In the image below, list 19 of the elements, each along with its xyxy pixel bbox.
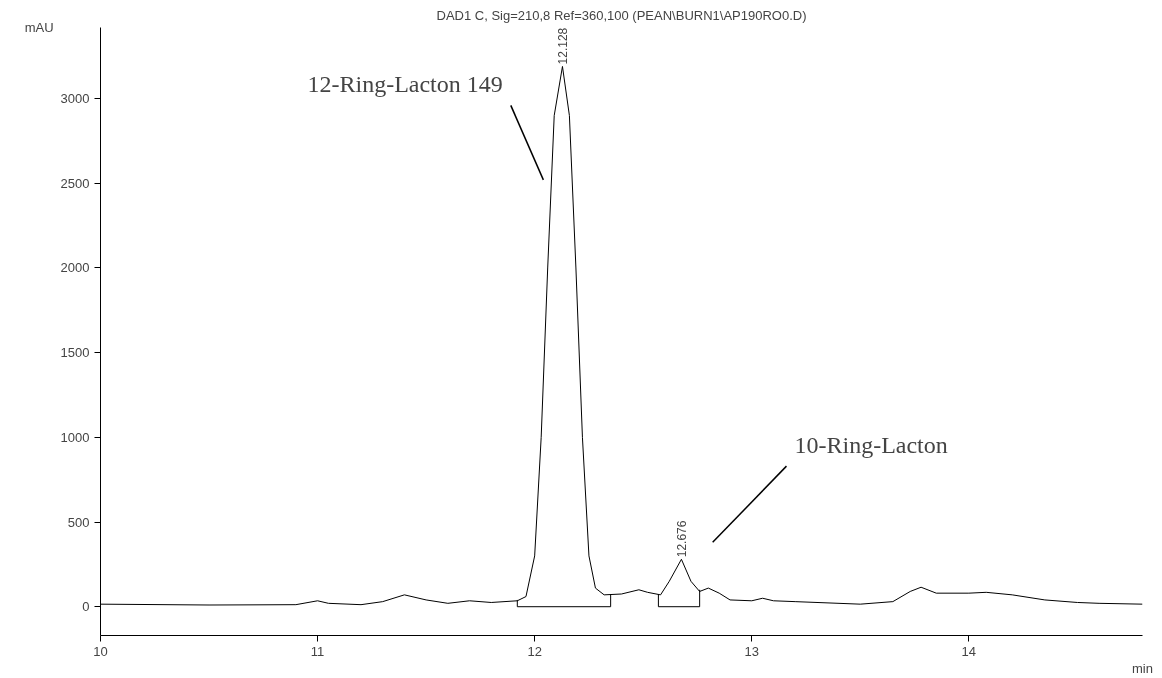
x-tick-label: 10 (93, 643, 108, 659)
x-tick-label: 12 (527, 643, 542, 659)
y-tick-label: 1000 (60, 429, 90, 445)
y-tick-label: 500 (67, 514, 90, 530)
annotation: 12.128 (555, 27, 570, 65)
x-tick-label: 13 (744, 643, 759, 659)
y-tick-label: 2000 (60, 260, 90, 276)
annotation: 12-Ring-Lacton 149 (307, 71, 503, 98)
y-tick-label: 2500 (60, 175, 90, 191)
x-tick-label: 14 (961, 643, 977, 659)
y-tick-label: 0 (82, 599, 90, 615)
y-tick-label: 3000 (60, 91, 90, 107)
chart-title: DAD1 C, Sig=210,8 Ref=360,100 (PEAN\BURN1\AP190RO0.D) (436, 7, 807, 23)
annotation: 12.676 (674, 520, 689, 558)
y-axis-title: mAU (24, 20, 54, 35)
x-tick-label: 11 (310, 643, 325, 659)
y-tick-label: 1500 (60, 345, 90, 361)
x-axis-title: min (1132, 660, 1153, 676)
annotation: 10-Ring-Lacton (794, 432, 948, 459)
